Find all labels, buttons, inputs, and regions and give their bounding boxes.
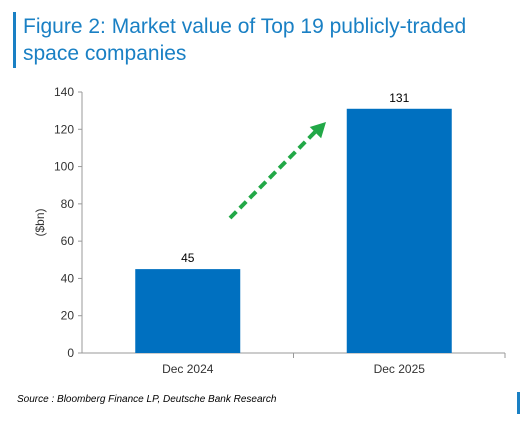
chart-labels: 45 Dec 2024 131 Dec 2025: [162, 91, 425, 376]
footer-accent-bar: [517, 392, 520, 414]
bar-dec-2024: [135, 269, 241, 353]
y-tick-label: 40: [61, 271, 75, 285]
title-accent-bar: [13, 12, 16, 68]
arrow-head: [309, 122, 326, 139]
y-axis-label: ($bn): [33, 208, 47, 236]
y-tick-label: 20: [61, 309, 75, 323]
data-label: 131: [389, 91, 409, 105]
trend-arrow: [228, 122, 326, 220]
chart-bars: [135, 108, 452, 354]
x-category-label: Dec 2024: [162, 362, 214, 376]
bar-dec-2025: [346, 108, 452, 354]
y-tick-label: 0: [67, 346, 74, 360]
y-tick-label: 80: [61, 197, 75, 211]
x-category-label: Dec 2025: [374, 362, 426, 376]
source-note: Source : Bloomberg Finance LP, Deutsche …: [17, 394, 277, 405]
arrow-shaft: [228, 129, 318, 220]
y-tick-label: 120: [54, 122, 74, 136]
y-tick-label: 60: [61, 234, 75, 248]
data-label: 45: [181, 251, 195, 265]
y-tick-label: 100: [54, 160, 74, 174]
chart-title: Figure 2: Market value of Top 19 publicl…: [23, 15, 467, 65]
y-tick-label: 140: [54, 85, 74, 99]
